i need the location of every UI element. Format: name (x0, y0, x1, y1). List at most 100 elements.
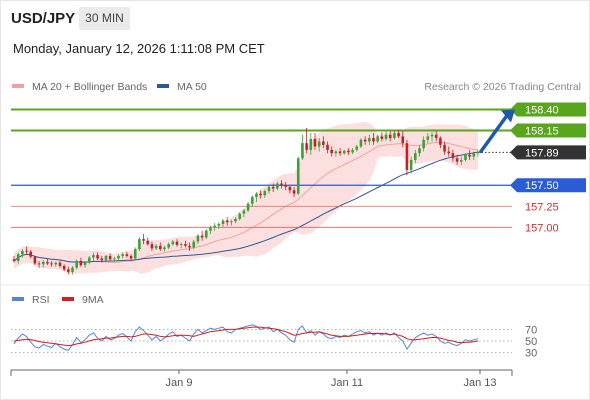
candle-body (255, 193, 258, 197)
candle-body (171, 241, 175, 245)
candle-body (309, 138, 313, 150)
candle-body (317, 141, 321, 147)
candle-body (334, 151, 338, 154)
candle-body (104, 255, 108, 261)
candle-body (439, 138, 442, 145)
rsi-legend-swatch (12, 297, 24, 301)
candle-body (472, 153, 476, 157)
resistance-label: 158.40 (525, 104, 559, 116)
support-label: 157.00 (525, 222, 559, 234)
rsi-9ma-line (13, 326, 479, 347)
legend-label: MA 20 + Bollinger Bands (32, 81, 147, 93)
candle-body (242, 210, 246, 214)
candle-body (29, 251, 33, 257)
candle-body (37, 263, 41, 265)
candle-body (384, 134, 388, 139)
candle-body (271, 186, 275, 189)
candle-body (188, 245, 191, 248)
candle-body (434, 134, 438, 139)
x-tick-label: Jan 11 (331, 377, 363, 389)
candle-body (397, 133, 400, 137)
resistance-label-box (510, 102, 586, 117)
legend-swatch (12, 84, 24, 88)
candle-body (167, 244, 170, 248)
candle-body (117, 255, 120, 259)
resistance-label-box (510, 123, 586, 138)
candle-body (200, 235, 204, 238)
candle-body (142, 239, 145, 241)
candle-body (372, 138, 375, 142)
candle-body (108, 255, 112, 260)
candle-body (100, 258, 104, 261)
candle-body (146, 240, 150, 245)
candle-body (209, 227, 212, 231)
candle-body (351, 149, 354, 153)
x-tick-label: Jan 9 (166, 377, 193, 389)
candle-body (393, 133, 396, 139)
candle-body (284, 185, 288, 187)
last-price-box (510, 145, 586, 160)
candle-body (192, 241, 196, 248)
candle-body (154, 245, 158, 249)
candle-body (246, 203, 250, 211)
candle-body (292, 190, 296, 194)
candle-body (443, 144, 446, 152)
interval-button[interactable]: 30 MIN (79, 7, 130, 30)
candle-body (476, 152, 480, 154)
candle-body (79, 260, 83, 266)
candle-body (213, 225, 216, 228)
candle-body (54, 262, 58, 265)
rsi-tick-label: 30 (525, 348, 537, 360)
candle-body (121, 254, 124, 256)
candle-body (238, 213, 242, 219)
candle-body (250, 196, 254, 204)
candle-body (368, 138, 371, 142)
pivot-label-box (510, 178, 586, 193)
candle-body (288, 186, 292, 191)
candle-body (426, 136, 430, 140)
candle-body (41, 261, 45, 265)
candle-body (388, 134, 392, 139)
candle-body (75, 260, 78, 268)
candle-body (230, 221, 233, 223)
candle-body (16, 254, 20, 261)
candle-body (313, 138, 317, 147)
candle-body (330, 149, 333, 154)
candle-body (175, 241, 179, 245)
rsi-legend-swatch (62, 297, 74, 301)
candle-body (204, 230, 208, 238)
candle-body (33, 256, 37, 264)
candle-body (113, 258, 116, 260)
candle-body (301, 143, 304, 159)
candle-body (305, 143, 308, 150)
forecast-arrow-head (501, 109, 515, 123)
rsi-legend-label: RSI (32, 294, 50, 306)
candle-body (12, 259, 16, 261)
candle-body (468, 154, 471, 157)
candle-body (263, 191, 267, 196)
candle-body (159, 245, 162, 250)
candle-body (150, 244, 154, 249)
rsi-tick-label: 70 (525, 324, 537, 336)
candle-body (401, 136, 405, 144)
candle-body (46, 261, 49, 264)
candle-body (338, 151, 342, 154)
candle-body (217, 223, 221, 226)
candle-body (25, 250, 28, 252)
x-tick-label: Jan 13 (463, 377, 496, 389)
candle-body (405, 143, 409, 171)
candle-body (322, 141, 325, 145)
bollinger-band (14, 122, 478, 274)
candle-body (464, 154, 467, 160)
legend-label: MA 50 (177, 81, 207, 93)
candle-body (71, 267, 74, 272)
candle-body (92, 255, 95, 258)
rsi-legend-label: 9MA (82, 294, 104, 306)
candle-body (83, 262, 87, 266)
candle-body (418, 148, 421, 154)
candle-body (133, 249, 137, 259)
last-price-label: 157.89 (525, 147, 559, 159)
candle-body (67, 269, 70, 272)
candle-body (184, 244, 187, 246)
